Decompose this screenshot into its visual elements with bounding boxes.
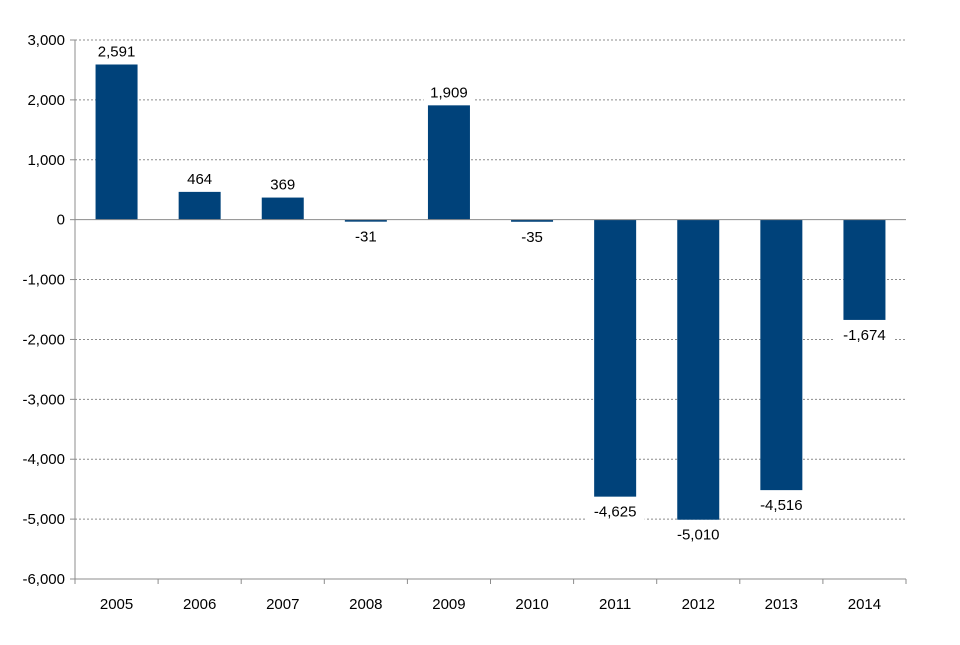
- bar-2005: [95, 64, 138, 220]
- data-label-background: [585, 501, 645, 521]
- bar-2012: [677, 219, 720, 520]
- x-tick-label: 2006: [183, 596, 216, 613]
- data-label-background: [668, 524, 728, 544]
- x-tick-label: 2014: [848, 596, 881, 613]
- y-tick-label: -2,000: [22, 331, 65, 348]
- x-tick-label: 2009: [432, 596, 465, 613]
- x-tick-label: 2008: [349, 596, 382, 613]
- data-label-2012: -5,010: [677, 527, 720, 544]
- data-label-background: [349, 226, 383, 246]
- data-label-2007: 369: [270, 177, 295, 194]
- bars: [95, 64, 886, 520]
- x-tick-label: 2005: [100, 596, 133, 613]
- bar-2014: [843, 219, 886, 320]
- data-label-background: [423, 82, 475, 102]
- data-label-2010: -35: [521, 229, 543, 246]
- data-labels: 2,591 464 369 -31 1,909 -35 -4,625 -5,010 -4,516…: [91, 41, 894, 544]
- y-tick-label: -6,000: [22, 571, 65, 588]
- bar-2013: [760, 219, 803, 491]
- bar-2006: [178, 191, 221, 220]
- data-label-background: [182, 168, 217, 188]
- data-label-background: [266, 174, 300, 194]
- data-label-2005: 2,591: [98, 43, 136, 60]
- x-tick-label: 2013: [765, 596, 798, 613]
- x-tick-label: 2012: [682, 596, 715, 613]
- bar-2011: [594, 219, 637, 497]
- y-tick-label: 3,000: [27, 32, 65, 49]
- data-label-2014: -1,674: [843, 327, 886, 344]
- data-label-background: [515, 226, 549, 246]
- data-label-2011: -4,625: [594, 504, 637, 521]
- data-label-background: [751, 495, 811, 515]
- bar-2010: [511, 219, 554, 222]
- data-label-background: [91, 41, 142, 61]
- data-label-2008: -31: [355, 229, 377, 246]
- y-tick-label: 2,000: [27, 92, 65, 109]
- data-label-background: [834, 324, 894, 344]
- x-tick-label: 2011: [599, 596, 631, 613]
- data-label-2013: -4,516: [760, 497, 803, 514]
- data-label-2009: 1,909: [430, 84, 468, 101]
- y-tick-label: -5,000: [22, 511, 65, 528]
- bar-2008: [344, 219, 387, 222]
- bar-2009: [427, 105, 470, 220]
- y-tick-label: 1,000: [27, 152, 65, 169]
- y-tick-label: -3,000: [22, 391, 65, 408]
- data-label-2006: 464: [187, 171, 212, 188]
- axes: 3,000 2,000 1,000 0 -1,000 -2,000 -3,000 -4,000…: [22, 32, 907, 613]
- x-tick-label: 2010: [515, 596, 548, 613]
- x-tick-label: 2007: [266, 596, 299, 613]
- y-tick-label: -4,000: [22, 451, 65, 468]
- y-tick-label: -1,000: [22, 272, 65, 289]
- y-tick-label: 0: [57, 212, 65, 229]
- bar-2007: [261, 197, 304, 220]
